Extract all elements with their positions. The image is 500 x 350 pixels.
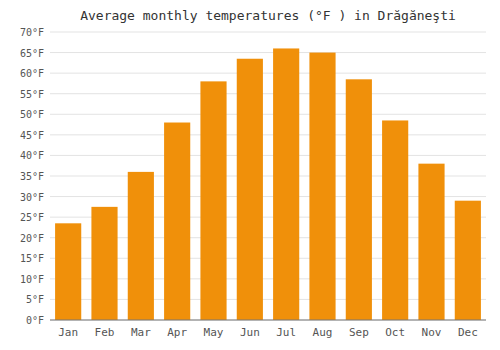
y-tick-label: 35°F — [20, 171, 44, 182]
grid-line — [50, 32, 486, 33]
chart-container: Average monthly temperatures (°F ) in Dr… — [0, 0, 500, 350]
bar — [164, 123, 190, 320]
y-tick-label: 65°F — [20, 48, 44, 59]
bar — [382, 120, 408, 320]
bar — [418, 164, 444, 320]
x-tick-label: Apr — [167, 326, 187, 339]
y-tick-label: 15°F — [20, 253, 44, 264]
grid — [50, 32, 486, 320]
chart: Average monthly temperatures (°F ) in Dr… — [0, 0, 500, 350]
bar — [273, 48, 299, 320]
y-tick-label: 30°F — [20, 192, 44, 203]
y-tick-label: 10°F — [20, 274, 44, 285]
x-tick-label: Mar — [131, 326, 151, 339]
x-tick-label: Feb — [95, 326, 115, 339]
x-tick-label: Jul — [276, 326, 296, 339]
y-tick-label: 50°F — [20, 109, 44, 120]
bar — [55, 223, 81, 320]
x-axis: Jan Feb Mar Apr May Jun Jul Aug Sep Oct Nov Dec — [50, 320, 486, 339]
bar — [91, 207, 117, 320]
y-tick-label: 45°F — [20, 130, 44, 141]
bar — [200, 81, 226, 320]
x-tick-label: Nov — [422, 326, 442, 339]
x-tick-label: Dec — [458, 326, 478, 339]
y-tick-label: 20°F — [20, 233, 44, 244]
y-tick-label: 70°F — [20, 27, 44, 38]
x-tick-label: Oct — [385, 326, 405, 339]
y-tick-label: 55°F — [20, 89, 44, 100]
x-tick-label: Sep — [349, 326, 369, 339]
y-tick-label: 25°F — [20, 212, 44, 223]
bars — [55, 48, 481, 320]
grid-line — [50, 52, 486, 53]
y-axis: 0°F 5°F 10°F 15°F 20°F 25°F 30°F 35°F 40°F 45°F 50… — [20, 27, 44, 326]
x-tick-label: Aug — [313, 326, 333, 339]
grid-line — [50, 114, 486, 115]
grid-line — [50, 155, 486, 156]
bar — [309, 53, 335, 320]
x-axis-line — [50, 320, 486, 321]
bar — [346, 79, 372, 320]
grid-line — [50, 320, 486, 321]
x-tick-label: May — [204, 326, 224, 339]
bar — [455, 201, 481, 320]
bar — [237, 59, 263, 320]
y-tick-label: 5°F — [26, 294, 44, 305]
x-tick-label: Jun — [240, 326, 260, 339]
grid-line — [50, 93, 486, 94]
x-tick-label: Jan — [58, 326, 78, 339]
bar — [128, 172, 154, 320]
grid-line — [50, 134, 486, 135]
y-tick-label: 60°F — [20, 68, 44, 79]
y-tick-label: 0°F — [26, 315, 44, 326]
grid-line — [50, 73, 486, 74]
y-tick-label: 40°F — [20, 150, 44, 161]
title: Average monthly temperatures (°F ) in Dr… — [80, 8, 456, 23]
